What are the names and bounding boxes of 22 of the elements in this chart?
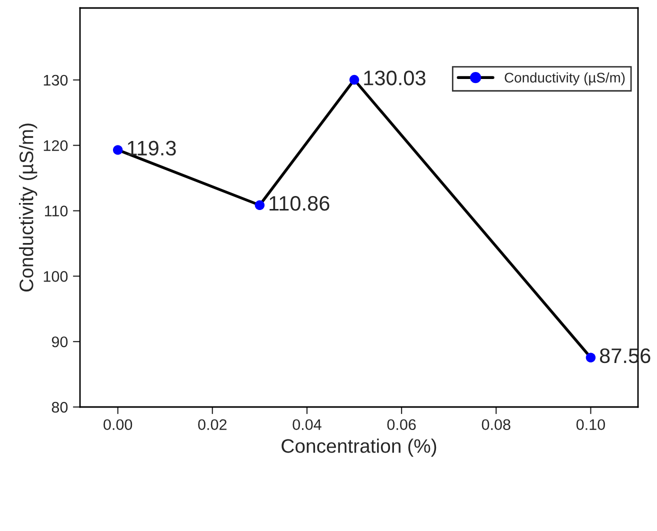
x-axis-title: Concentration (%): [282, 438, 436, 457]
x-tick-label: 0.08: [482, 419, 510, 430]
y-tick-label: 80: [52, 402, 68, 413]
legend-label: Conductivity (µS/m): [504, 72, 625, 86]
x-tick-label: 0.04: [292, 419, 322, 430]
point: [254, 200, 265, 210]
y-tick-label: 120: [44, 140, 68, 152]
y-tick-label: 110: [45, 206, 68, 216]
point: [586, 352, 596, 362]
data-label: 110.86: [270, 196, 330, 211]
y-tick-label: 90: [52, 336, 68, 348]
x-tick-label: 0.10: [576, 419, 605, 430]
x-tick-label: 0.02: [198, 419, 227, 430]
y-axis-title: Conductivity (µS/m): [19, 124, 38, 292]
point: [112, 145, 123, 155]
y-tick-label: 100: [44, 271, 68, 282]
point: [349, 74, 360, 85]
data-label: 130.03: [364, 70, 426, 86]
data-label: 119.3: [128, 140, 176, 156]
x-tick-label: 0.06: [387, 419, 416, 430]
x-tick-label: 0.00: [104, 419, 132, 430]
y-tick-label: 130: [44, 74, 68, 86]
